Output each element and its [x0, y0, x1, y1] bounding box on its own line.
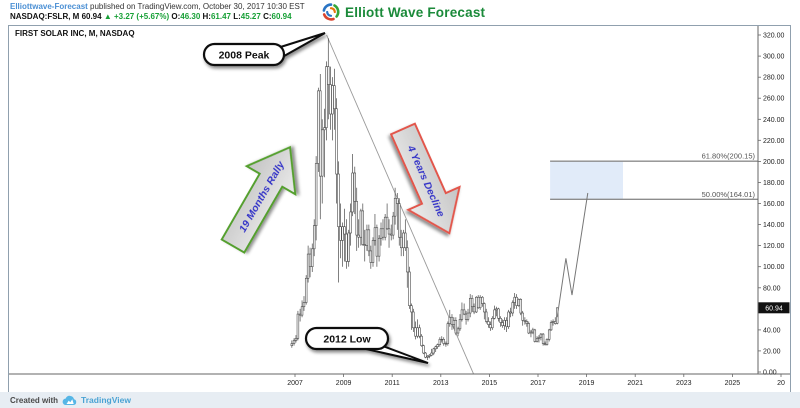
- high-label: H:: [202, 12, 211, 21]
- byline: Elliottwave-Forecast published on Tradin…: [10, 2, 305, 11]
- svg-text:2021: 2021: [627, 380, 643, 387]
- symbol-label: NASDAQ:FSLR, M: [10, 12, 80, 21]
- last-price-badge: [758, 302, 790, 314]
- svg-text:260.00: 260.00: [763, 96, 785, 103]
- forecast-projection-path: [556, 192, 589, 318]
- chart-title: FIRST SOLAR INC, M, NASDAQ: [15, 29, 135, 38]
- svg-text:80.00: 80.00: [763, 285, 781, 292]
- time-axis[interactable]: 2007 2009 2011 2013 2015 2017 2019 2021 2023 2025…: [9, 373, 790, 387]
- open-label: O:: [171, 12, 181, 21]
- svg-text:200.00: 200.00: [763, 159, 785, 166]
- svg-text:2025: 2025: [725, 380, 741, 387]
- open-value: 46.30: [180, 12, 201, 21]
- fib-level-label: 61.80%(200.15): [702, 152, 756, 161]
- close-value: 60.94: [271, 12, 292, 21]
- svg-text:20: 20: [777, 380, 785, 387]
- svg-text:160.00: 160.00: [763, 201, 785, 208]
- peak-callout-label: 2008 Peak: [219, 50, 270, 62]
- svg-text:20.00: 20.00: [763, 348, 781, 355]
- low-callout-label: 2012 Low: [323, 334, 371, 346]
- fib-level-label: 50.00%(164.01): [702, 190, 756, 199]
- low-label: L:: [233, 12, 241, 21]
- byline-text: published on TradingView.com, October 30…: [87, 2, 305, 11]
- price-change: ▲ +3.27 (+5.67%): [103, 12, 170, 21]
- tradingview-icon: [62, 395, 77, 405]
- svg-text:2007: 2007: [287, 380, 303, 387]
- price-axis[interactable]: 0.00 20.00 40.00 80.00 100.00 120.00 140.00 160…: [757, 26, 790, 377]
- svg-text:0.00: 0.00: [763, 370, 777, 377]
- fib-retracement: 61.80%(200.15) 50.00%(164.01): [550, 152, 758, 201]
- svg-text:2019: 2019: [579, 380, 595, 387]
- footer-bar: Created with TradingView: [0, 392, 800, 408]
- tradingview-link[interactable]: TradingView: [81, 395, 131, 405]
- high-value: 61.47: [210, 12, 231, 21]
- svg-text:220.00: 220.00: [763, 138, 785, 145]
- last-price: 60.94: [81, 12, 102, 21]
- svg-text:100.00: 100.00: [763, 264, 785, 271]
- last-price-badge-value: 60.94: [765, 306, 783, 313]
- ewf-swirl-icon: [322, 3, 340, 21]
- fib-target-box: [550, 161, 623, 200]
- rally-arrow: 19 Months Rally: [220, 145, 297, 254]
- close-label: C:: [263, 12, 272, 21]
- chart-canvas[interactable]: 61.80%(200.15) 50.00%(164.01) 19 Months R…: [9, 26, 790, 392]
- svg-text:300.00: 300.00: [763, 54, 785, 61]
- svg-text:2009: 2009: [336, 380, 352, 387]
- symbol-status-line: NASDAQ:FSLR, M 60.94 ▲ +3.27 (+5.67%) O:…: [10, 12, 292, 21]
- svg-text:140.00: 140.00: [763, 222, 785, 229]
- svg-text:2017: 2017: [530, 380, 546, 387]
- svg-text:2011: 2011: [385, 380, 400, 387]
- svg-text:180.00: 180.00: [763, 180, 785, 187]
- brand-name: Elliott Wave Forecast: [345, 4, 486, 20]
- low-callout: 2012 Low: [304, 326, 429, 364]
- low-value: 45.27: [240, 12, 261, 21]
- svg-text:280.00: 280.00: [763, 75, 785, 82]
- svg-text:120.00: 120.00: [763, 243, 785, 250]
- svg-text:240.00: 240.00: [763, 117, 785, 124]
- svg-text:2015: 2015: [482, 380, 498, 387]
- peak-callout: 2008 Peak: [202, 32, 326, 67]
- svg-text:2023: 2023: [676, 380, 692, 387]
- candles-layer: [290, 38, 559, 360]
- created-with-label: Created with: [10, 395, 59, 405]
- elliott-wave-forecast-logo: Elliott Wave Forecast: [322, 3, 485, 21]
- svg-text:2013: 2013: [433, 380, 449, 387]
- author-link[interactable]: Elliottwave-Forecast: [10, 2, 88, 11]
- svg-text:40.00: 40.00: [763, 327, 781, 334]
- svg-text:320.00: 320.00: [763, 33, 785, 40]
- chart-panel: FIRST SOLAR INC, M, NASDAQ 61.80%(200.15…: [8, 25, 791, 393]
